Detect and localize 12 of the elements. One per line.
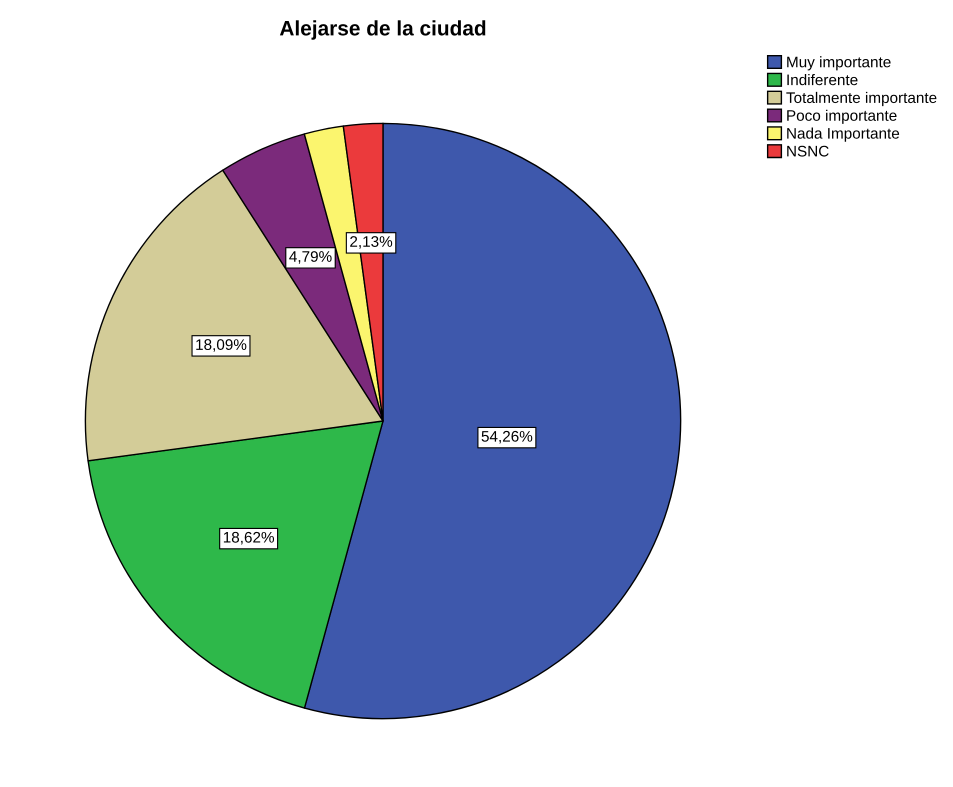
data-label: 2,13%: [350, 236, 392, 249]
data-label: 18,62%: [224, 532, 274, 545]
chart-title: Alejarse de la ciudad: [280, 20, 486, 40]
legend-label: Poco importante: [787, 110, 897, 124]
legend-label: Indiferente: [787, 74, 858, 86]
legend-label: NSNC: [787, 146, 829, 157]
legend-label: Nada Importante: [787, 128, 900, 142]
data-label: 18,09%: [196, 339, 246, 352]
data-label: 54,26%: [482, 430, 532, 444]
legend-label: Muy importante: [787, 56, 891, 70]
data-label: 4,79%: [289, 251, 332, 264]
legend-label: Totalmente importante: [786, 92, 936, 106]
